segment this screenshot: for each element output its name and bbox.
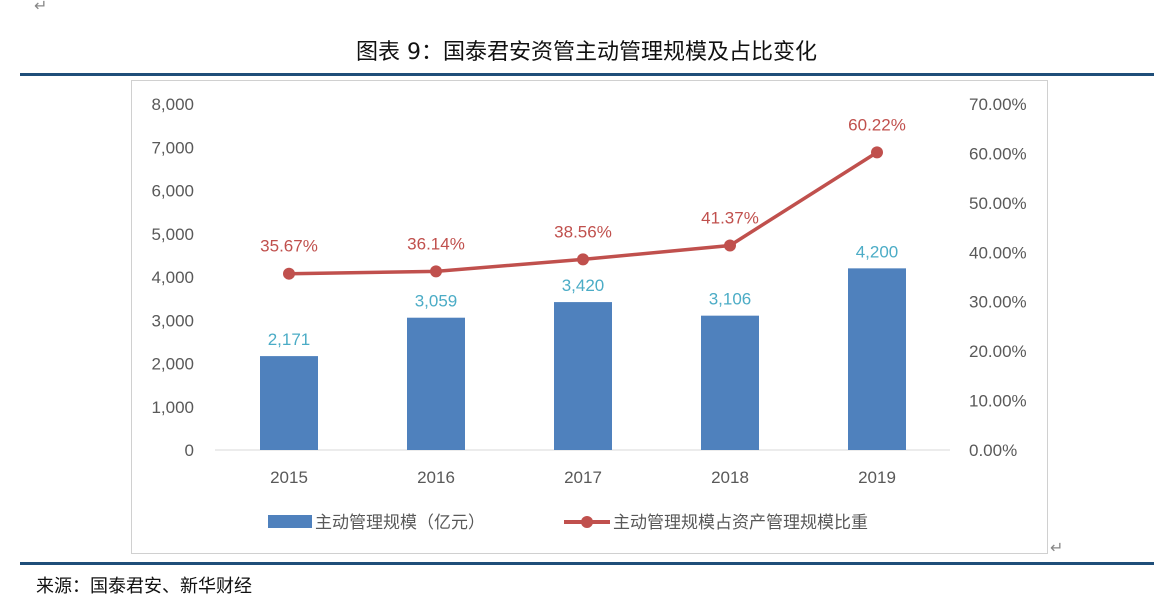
line-value-label: 41.37% xyxy=(701,209,759,228)
source-note: 来源：国泰君安、新华财经 xyxy=(36,576,252,597)
chart-frame xyxy=(131,80,1048,554)
bar xyxy=(848,268,906,450)
x-tick-label: 2016 xyxy=(417,468,455,487)
bar-value-label: 3,059 xyxy=(415,292,458,311)
right-tick-label: 50.00% xyxy=(969,194,1027,213)
x-tick-label: 2018 xyxy=(711,468,749,487)
right-tick-label: 70.00% xyxy=(969,95,1027,114)
left-tick-label: 5,000 xyxy=(151,225,194,244)
x-tick-label: 2017 xyxy=(564,468,602,487)
left-tick-label: 1,000 xyxy=(151,398,194,417)
line-point xyxy=(430,265,442,278)
bar-value-label: 3,420 xyxy=(562,276,605,295)
line-value-label: 60.22% xyxy=(848,115,906,134)
right-tick-label: 30.00% xyxy=(969,293,1027,312)
left-tick-label: 2,000 xyxy=(151,355,194,374)
left-tick-label: 7,000 xyxy=(151,138,194,157)
bar xyxy=(407,317,465,450)
line-value-label: 36.14% xyxy=(407,234,465,253)
right-tick-label: 20.00% xyxy=(969,342,1027,361)
top-rule xyxy=(20,73,1154,76)
bar-value-label: 3,106 xyxy=(709,290,752,309)
return-mark: ↵ xyxy=(34,0,48,15)
left-tick-label: 6,000 xyxy=(151,182,194,201)
x-tick-label: 2015 xyxy=(270,468,308,487)
left-tick-label: 8,000 xyxy=(151,95,194,114)
right-tick-label: 60.00% xyxy=(969,144,1027,163)
right-tick-label: 40.00% xyxy=(969,243,1027,262)
left-tick-label: 0 xyxy=(185,441,194,460)
bar-value-label: 4,200 xyxy=(856,242,899,261)
bottom-rule xyxy=(20,562,1154,565)
left-tick-label: 4,000 xyxy=(151,268,194,287)
left-tick-label: 3,000 xyxy=(151,311,194,330)
return-mark: ↵ xyxy=(1050,540,1064,557)
right-tick-label: 10.00% xyxy=(969,392,1027,411)
bar xyxy=(260,356,318,450)
line-point xyxy=(283,267,295,280)
bar xyxy=(554,302,612,450)
line-point xyxy=(871,146,883,159)
legend-line-marker xyxy=(581,516,593,528)
line-value-label: 35.67% xyxy=(260,237,318,256)
legend-line-label: 主动管理规模占资产管理规模比重 xyxy=(613,513,868,532)
page-title: 图表 9：国泰君安资管主动管理规模及占比变化 xyxy=(356,40,817,65)
line-point xyxy=(577,253,589,266)
right-tick-label: 0.00% xyxy=(969,441,1017,460)
line-value-label: 38.56% xyxy=(554,222,612,241)
legend-bar-label: 主动管理规模（亿元） xyxy=(315,513,485,532)
bar xyxy=(701,315,759,450)
legend-bar-swatch xyxy=(268,515,312,528)
bar-value-label: 2,171 xyxy=(268,330,311,349)
x-tick-label: 2019 xyxy=(858,468,896,487)
line-point xyxy=(724,239,736,252)
